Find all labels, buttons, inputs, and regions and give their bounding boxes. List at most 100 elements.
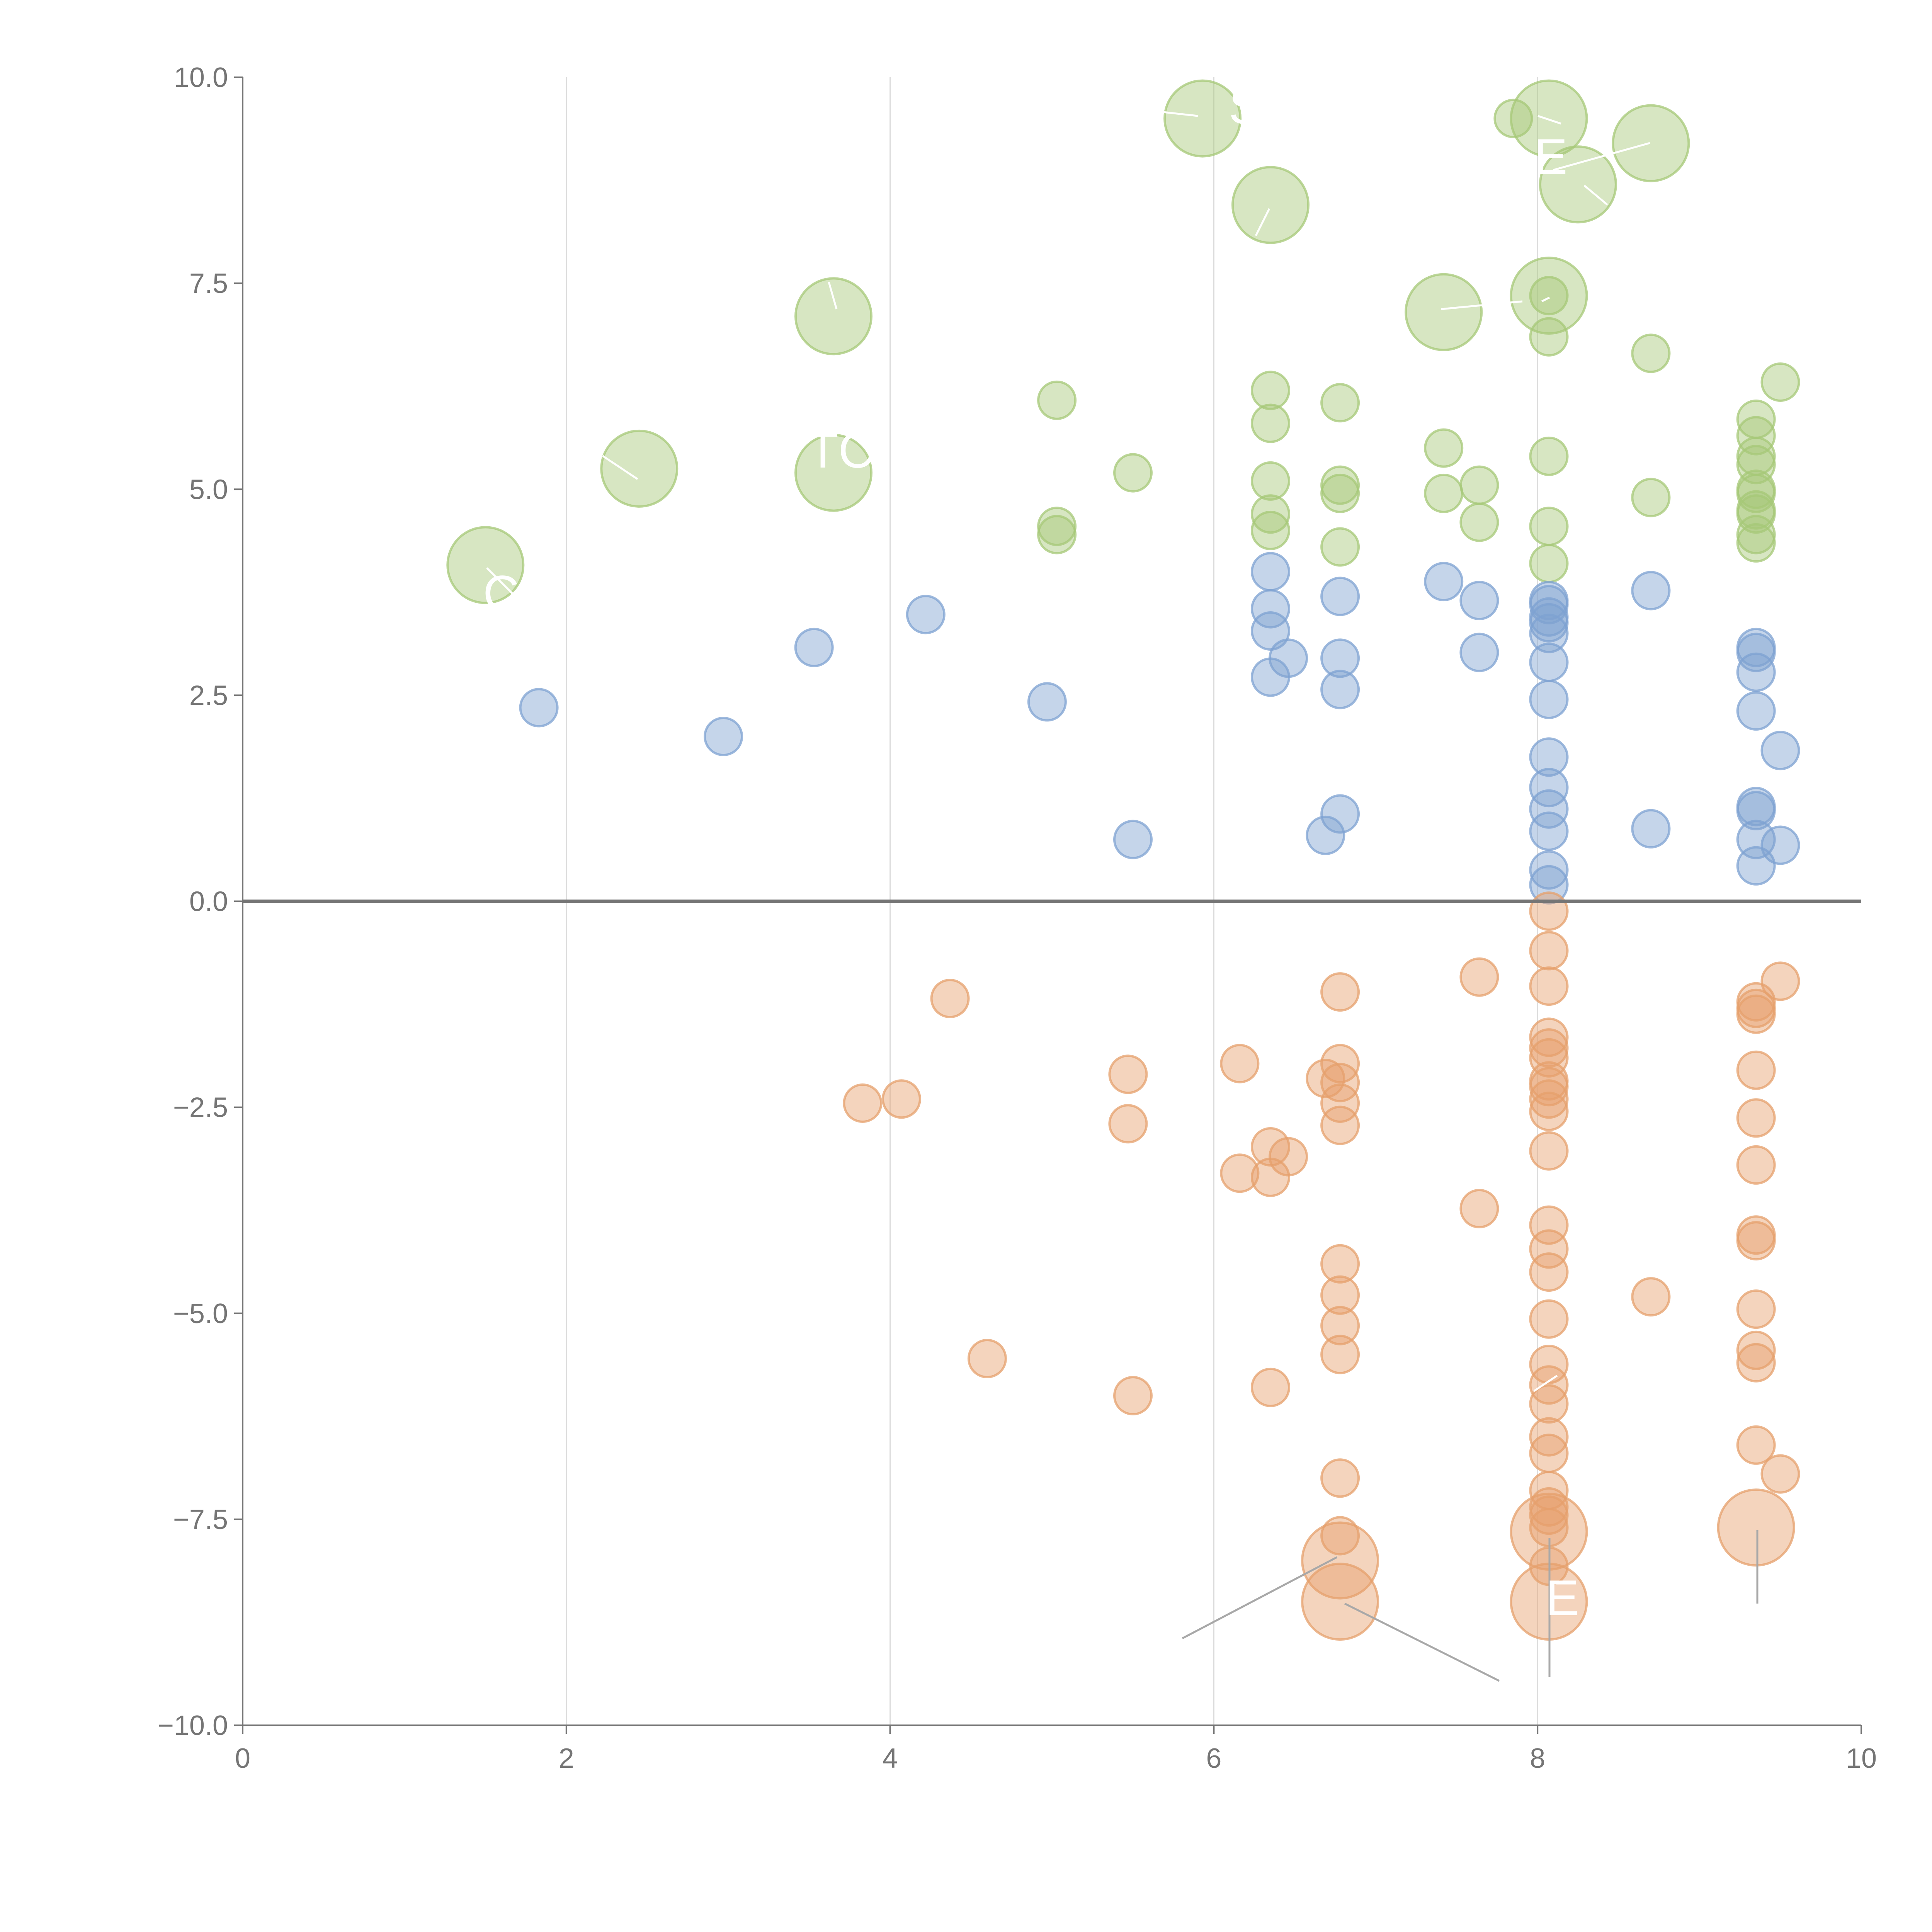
callout-label: C: [483, 565, 519, 621]
blue-bubble: [1529, 850, 1569, 890]
y-tick-label: −2.5: [173, 1092, 228, 1123]
blue-bubble: [1320, 638, 1360, 678]
blue-bubble: [1529, 789, 1569, 829]
orange-bubble: [1301, 1563, 1379, 1641]
green-bubble: [1529, 436, 1569, 476]
blue-bubble: [1529, 768, 1569, 808]
callout-label: E: [1546, 1570, 1579, 1626]
orange-bubble: [1529, 1092, 1569, 1131]
green-bubble: [1529, 544, 1569, 583]
orange-bubble: [1320, 1105, 1360, 1145]
green-bubble: [1760, 362, 1800, 402]
orange-bubble: [1736, 1050, 1776, 1090]
green-bubble: [1539, 145, 1617, 224]
y-tick-label: 0.0: [189, 886, 228, 917]
orange-bubble: [1736, 1289, 1776, 1329]
callout-leader-line: [1182, 1556, 1338, 1639]
green-bubble: [1320, 473, 1360, 513]
green-bubble: [1320, 527, 1360, 567]
orange-bubble: [1529, 1131, 1569, 1171]
green-bubble: [1529, 276, 1569, 316]
blue-bubble: [1027, 682, 1067, 722]
green-bubble: [794, 277, 872, 355]
green-bubble: [1405, 273, 1483, 351]
axes: −10.0 −7.5 −5.0 −2.5 0.0 2.5 5.0 7.5 10.0 0 2 4 6 8 10: [158, 62, 1877, 1774]
blue-bubble: [1251, 589, 1290, 629]
callout-leader-line: [828, 282, 838, 310]
blue-bubble: [1320, 577, 1360, 616]
callout-leader-line: [602, 455, 638, 480]
green-bubble: [1631, 478, 1671, 517]
green-bubble: [1736, 494, 1776, 534]
orange-bubble: [1631, 1277, 1671, 1317]
green-bubble: [1251, 403, 1290, 443]
orange-bubble: [1736, 1425, 1776, 1465]
blue-bubble: [1736, 791, 1776, 830]
y-tick-label: 5.0: [189, 474, 228, 505]
blue-bubble: [1736, 633, 1776, 672]
green-bubble: [1459, 465, 1499, 505]
orange-bubble: [1529, 1017, 1569, 1057]
orange-bubble: [1220, 1153, 1260, 1193]
orange-bubble: [1108, 1104, 1148, 1144]
green-bubble: [1736, 473, 1776, 513]
orange-bubble: [1320, 972, 1360, 1012]
orange-bubble: [1760, 1454, 1800, 1494]
callout-leader-line: [1344, 1602, 1500, 1682]
green-bubble: [1231, 166, 1310, 244]
green-bubble: [1631, 333, 1671, 373]
blue-bubble: [1306, 815, 1345, 855]
orange-bubble: [1529, 1495, 1569, 1535]
callout-leader-line: [1533, 1374, 1558, 1392]
orange-bubble: [843, 1083, 883, 1123]
bubble-layer: [446, 79, 1800, 1641]
callout-leader-line: [1537, 115, 1561, 125]
orange-bubble: [1320, 1516, 1360, 1556]
green-bubble: [1113, 453, 1153, 493]
green-bubble: [1493, 99, 1533, 138]
callout-label: E: [1534, 128, 1568, 185]
callout-leader-line: [1553, 142, 1650, 171]
orange-bubble: [1529, 1487, 1569, 1527]
y-tick-label: 2.5: [189, 680, 228, 711]
green-bubble: [1510, 79, 1588, 158]
green-bubble: [794, 434, 872, 512]
green-bubble: [1459, 502, 1499, 542]
callout-leader-line: [486, 567, 515, 596]
orange-bubble: [1320, 1063, 1360, 1102]
green-bubble: [1163, 79, 1242, 158]
blue-bubble: [1529, 680, 1569, 719]
orange-bubble: [1320, 1244, 1360, 1284]
orange-bubble: [1529, 931, 1569, 971]
y-tick-label: −10.0: [158, 1710, 228, 1741]
green-bubble: [446, 526, 525, 604]
orange-bubble: [1529, 1229, 1569, 1269]
orange-bubble: [967, 1339, 1007, 1378]
green-bubble: [600, 429, 679, 508]
orange-bubble: [1736, 1343, 1776, 1383]
blue-bubble: [519, 688, 559, 728]
blue-bubble: [1529, 737, 1569, 777]
blue-bubble: [1529, 614, 1569, 653]
blue-bubble: [1113, 820, 1153, 859]
green-bubble: [1529, 507, 1569, 546]
x-tick-label: 0: [235, 1743, 250, 1774]
green-bubble: [1612, 104, 1690, 182]
y-tick-label: 10.0: [174, 62, 228, 93]
x-tick-label: 4: [883, 1743, 898, 1774]
green-bubble: [1037, 507, 1077, 546]
orange-bubble: [1529, 1205, 1569, 1245]
orange-bubble: [1251, 1157, 1290, 1197]
blue-bubble: [794, 628, 834, 667]
blue-bubble: [1736, 691, 1776, 731]
blue-bubble: [1736, 846, 1776, 886]
green-bubble: [1037, 380, 1077, 420]
green-bubble: [1251, 494, 1290, 534]
callout-leader-line: [1583, 185, 1608, 206]
blue-bubble: [1529, 811, 1569, 851]
blue-bubble: [1424, 562, 1464, 602]
orange-bubble: [1320, 1306, 1360, 1345]
blue-bubble: [1529, 643, 1569, 682]
orange-bubble: [1251, 1127, 1290, 1167]
orange-bubble: [1529, 1434, 1569, 1473]
